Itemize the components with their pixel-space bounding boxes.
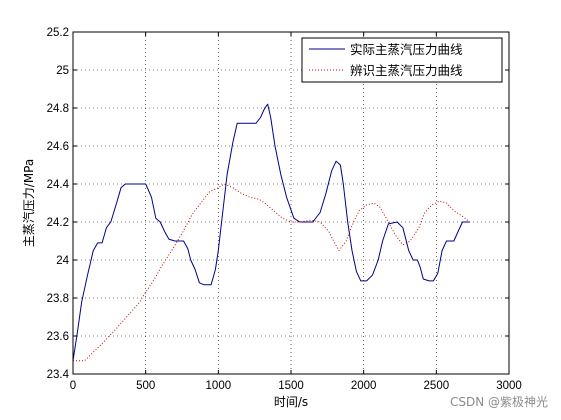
y-tick-label: 24 bbox=[56, 255, 69, 267]
y-tick-label: 25 bbox=[56, 65, 69, 77]
axis-ticks bbox=[72, 31, 510, 375]
legend-label-identified: 辨识主蒸汽压力曲线 bbox=[350, 63, 463, 78]
y-tick-label: 24.2 bbox=[47, 217, 69, 229]
y-tick-label: 24.4 bbox=[47, 179, 70, 191]
y-tick-label: 23.4 bbox=[47, 369, 70, 381]
x-tick-label: 0 bbox=[70, 380, 76, 392]
watermark: CSDN @紫极神光 bbox=[450, 395, 548, 409]
grid bbox=[73, 32, 509, 374]
x-tick-label: 500 bbox=[136, 380, 155, 392]
y-tick-labels: 23.4 23.6 23.8 24 24.2 24.4 24.6 24.8 25 25.2 bbox=[47, 27, 70, 381]
x-tick-label: 2500 bbox=[424, 380, 450, 392]
y-axis-label: 主蒸汽压力/MPa bbox=[21, 159, 36, 247]
y-tick-label: 24.6 bbox=[47, 141, 69, 153]
x-tick-label: 2000 bbox=[351, 380, 377, 392]
x-tick-label: 1500 bbox=[278, 380, 304, 392]
legend: 实际主蒸汽压力曲线 辨识主蒸汽压力曲线 bbox=[301, 37, 503, 83]
y-tick-label: 23.6 bbox=[47, 331, 69, 343]
plot-background bbox=[73, 32, 509, 374]
x-tick-label: 1000 bbox=[206, 380, 232, 392]
y-tick-label: 23.8 bbox=[47, 293, 69, 305]
series-group bbox=[72, 103, 471, 362]
x-tick-label: 3000 bbox=[496, 380, 522, 392]
x-tick-labels: 0 500 1000 1500 2000 2500 3000 bbox=[70, 380, 522, 392]
x-axis-label: 时间/s bbox=[274, 395, 308, 409]
y-tick-label: 24.8 bbox=[47, 103, 69, 115]
legend-box bbox=[301, 37, 503, 83]
series-actual-line bbox=[72, 103, 470, 361]
legend-label-actual: 实际主蒸汽压力曲线 bbox=[350, 42, 463, 57]
y-tick-label: 25.2 bbox=[47, 27, 69, 39]
